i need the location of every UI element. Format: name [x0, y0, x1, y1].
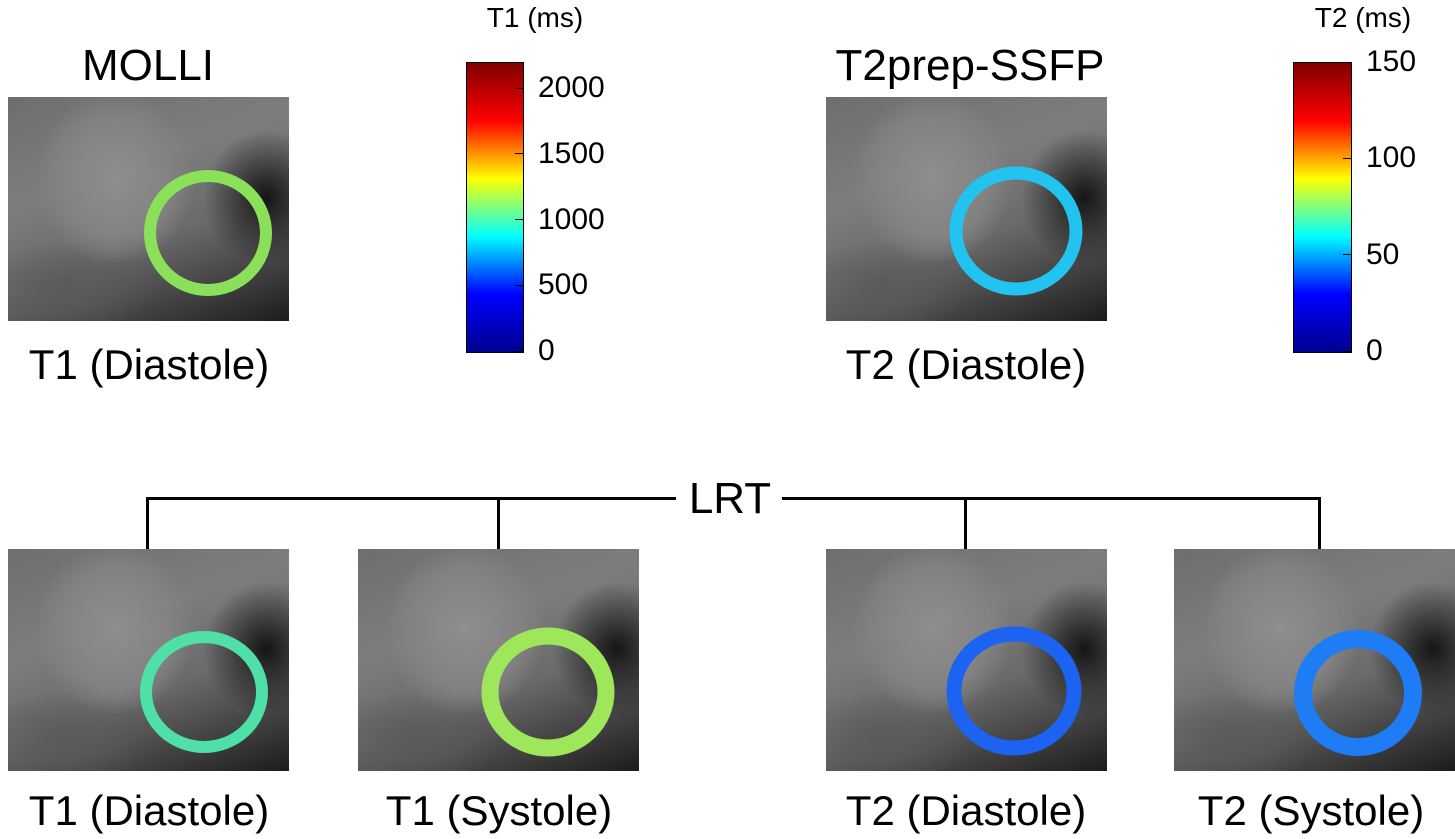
- t1-colorbar-tick-mark: [515, 87, 523, 89]
- t1-colorbar-unit: T1 (ms): [486, 2, 584, 33]
- t2-colorbar-tick-label: 50: [1366, 237, 1400, 271]
- t2prep-t2-map-image: [826, 97, 1107, 321]
- myocardium-ring: [481, 627, 615, 757]
- t1-colorbar: [466, 62, 524, 353]
- lrt-bracket-right: [782, 497, 1321, 500]
- t1-colorbar-tick-label: 1000: [538, 202, 605, 236]
- myocardium-ring: [144, 170, 272, 296]
- myocardium-ring: [949, 166, 1083, 296]
- molli-t1-map-image: [8, 97, 289, 321]
- molli-title: MOLLI: [81, 41, 215, 90]
- t1-colorbar-tick-label: 2000: [538, 71, 605, 105]
- t1-colorbar-tick-mark: [515, 350, 523, 352]
- lrt-bracket-leg-2: [497, 497, 500, 549]
- t2-colorbar: [1293, 62, 1352, 353]
- t2-colorbar-tick-mark: [1343, 254, 1351, 256]
- t2prep-caption: T2 (Diastole): [845, 341, 1087, 388]
- t2-colorbar-unit: T2 (ms): [1314, 2, 1412, 33]
- t1-colorbar-tick-label: 1500: [538, 136, 605, 170]
- t1-colorbar-tick-label: 0: [538, 334, 555, 367]
- t2-colorbar-tick-mark: [1343, 157, 1351, 159]
- lrt-bracket-leg-3: [964, 497, 967, 549]
- lrt-bracket-leg-1: [146, 497, 149, 549]
- t1-colorbar-tick-mark: [515, 153, 523, 155]
- t2-colorbar-tick-mark: [1343, 350, 1351, 352]
- t1-colorbar-tick-mark: [515, 219, 523, 221]
- t2-colorbar-tick-label: 100: [1366, 141, 1417, 175]
- lrt-bracket-leg-4: [1318, 497, 1321, 549]
- myocardium-ring: [1294, 630, 1422, 756]
- t2-colorbar-tick-label: 0: [1366, 334, 1383, 367]
- lrt-t1-diastole-caption: T1 (Diastole): [28, 787, 270, 834]
- lrt-t2-systole-image: [1174, 549, 1455, 771]
- myocardium-ring: [946, 626, 1082, 756]
- lrt-bracket-left: [146, 497, 676, 500]
- myocardium-ring: [140, 631, 268, 753]
- lrt-t2-systole-caption: T2 (Systole): [1197, 787, 1425, 834]
- t2-colorbar-tick-mark: [1343, 61, 1351, 63]
- lrt-t1-diastole-image: [8, 549, 289, 771]
- t2prep-title: T2prep-SSFP: [835, 41, 1105, 90]
- molli-caption: T1 (Diastole): [28, 341, 270, 388]
- lrt-t1-systole-caption: T1 (Systole): [385, 787, 613, 834]
- lrt-t2-diastole-image: [826, 549, 1107, 771]
- lrt-t1-systole-image: [358, 549, 639, 771]
- lrt-t2-diastole-caption: T2 (Diastole): [845, 787, 1087, 834]
- t2-colorbar-tick-label: 150: [1366, 45, 1417, 78]
- t1-colorbar-tick-label: 500: [538, 268, 589, 302]
- lrt-label: LRT: [688, 474, 772, 523]
- t1-colorbar-tick-mark: [515, 284, 523, 286]
